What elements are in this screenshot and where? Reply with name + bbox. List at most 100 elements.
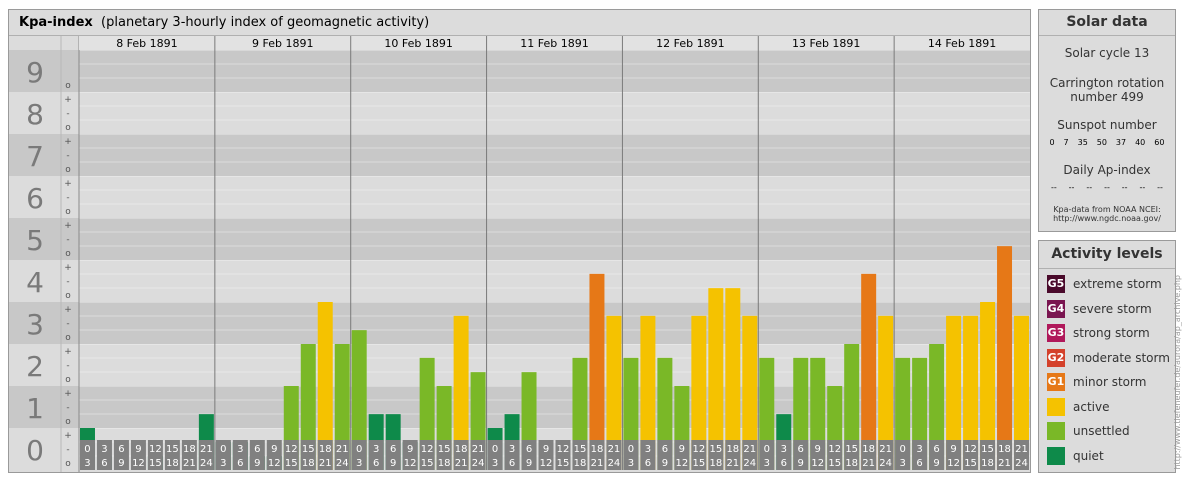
legend-label: moderate storm bbox=[1073, 350, 1170, 365]
interval-end-label: 24 bbox=[336, 458, 349, 469]
interval-end-label: 3 bbox=[899, 458, 905, 469]
minor-tick-label: + bbox=[64, 431, 72, 441]
interval-start-label: 3 bbox=[373, 444, 379, 455]
interval-start-label: 12 bbox=[557, 444, 570, 455]
carrington-rotation-line2: number 499 bbox=[1070, 90, 1144, 104]
legend-item: G1 minor storm bbox=[1047, 372, 1146, 392]
day-header-bg bbox=[622, 36, 759, 50]
y-level-label: 6 bbox=[26, 182, 44, 215]
interval-start-label: 0 bbox=[899, 444, 905, 455]
minor-tick-label: + bbox=[64, 179, 72, 189]
interval-label-box bbox=[708, 440, 724, 470]
minor-tick-label: + bbox=[64, 347, 72, 357]
sunspot-value: 40 bbox=[1135, 138, 1146, 147]
interval-label-box bbox=[300, 440, 316, 470]
interval-start-label: 12 bbox=[421, 444, 434, 455]
interval-end-label: 9 bbox=[662, 458, 668, 469]
interval-end-label: 21 bbox=[591, 458, 604, 469]
kp-bar bbox=[997, 246, 1013, 470]
y-level-label: 1 bbox=[26, 392, 44, 425]
legend-swatch bbox=[1047, 422, 1065, 440]
interval-label-box bbox=[980, 440, 996, 470]
minor-tick-label: o bbox=[65, 123, 71, 133]
interval-start-label: 15 bbox=[845, 444, 858, 455]
legend-label: minor storm bbox=[1073, 375, 1147, 389]
minor-tick-label: - bbox=[66, 361, 69, 371]
interval-start-label: 3 bbox=[509, 444, 515, 455]
interval-end-label: 15 bbox=[149, 458, 162, 469]
legend-swatch: G3 bbox=[1047, 324, 1065, 342]
day-header-label: 8 Feb 1891 bbox=[116, 37, 177, 50]
minor-tick-label: + bbox=[64, 389, 72, 399]
interval-label-box bbox=[504, 440, 520, 470]
interval-start-label: 9 bbox=[135, 444, 141, 455]
minor-tick-label: + bbox=[64, 95, 72, 105]
interval-label-box bbox=[436, 440, 452, 470]
interval-label-box bbox=[317, 440, 333, 470]
level-band-5 bbox=[9, 218, 1030, 260]
interval-end-label: 21 bbox=[183, 458, 196, 469]
kp-bar bbox=[708, 288, 724, 470]
y-level-label: 3 bbox=[26, 308, 44, 341]
interval-label-box bbox=[640, 440, 656, 470]
interval-end-label: 3 bbox=[492, 458, 498, 469]
y-level-label: 0 bbox=[26, 434, 44, 467]
legend-item: quiet bbox=[1047, 446, 1104, 466]
interval-label-box bbox=[606, 440, 622, 470]
interval-start-label: 15 bbox=[709, 444, 722, 455]
minor-tick-label: - bbox=[66, 193, 69, 203]
level-band-6 bbox=[9, 176, 1030, 218]
interval-label-box bbox=[266, 440, 282, 470]
interval-label-box bbox=[895, 440, 911, 470]
minor-tick-label: - bbox=[66, 277, 69, 287]
interval-end-label: 6 bbox=[237, 458, 243, 469]
ap-value: -- bbox=[1121, 183, 1128, 192]
interval-label-box bbox=[402, 440, 418, 470]
interval-label-box bbox=[80, 440, 95, 470]
interval-end-label: 6 bbox=[781, 458, 787, 469]
minor-tick-label: o bbox=[65, 207, 71, 217]
kp-bar bbox=[725, 288, 741, 470]
chart-header: Kpa-index (planetary 3-hourly index of g… bbox=[9, 10, 1030, 36]
interval-end-label: 21 bbox=[862, 458, 875, 469]
y-level-label: 2 bbox=[26, 350, 44, 383]
ap-values: -- -- -- -- -- -- -- bbox=[1039, 183, 1175, 192]
interval-end-label: 3 bbox=[220, 458, 226, 469]
interval-end-label: 6 bbox=[101, 458, 107, 469]
interval-end-label: 9 bbox=[390, 458, 396, 469]
interval-label-box bbox=[470, 440, 486, 470]
minor-tick-label: - bbox=[66, 109, 69, 119]
solar-cycle: Solar cycle 13 bbox=[1064, 46, 1150, 60]
interval-end-label: 12 bbox=[675, 458, 688, 469]
interval-end-label: 18 bbox=[438, 458, 451, 469]
interval-start-label: 6 bbox=[662, 444, 668, 455]
interval-end-label: 6 bbox=[645, 458, 651, 469]
solar-data-title: Solar data bbox=[1039, 10, 1175, 36]
interval-label-box bbox=[521, 440, 537, 470]
legend-label: severe storm bbox=[1073, 301, 1152, 316]
legend-swatch: G2 bbox=[1047, 348, 1065, 367]
interval-label-box bbox=[130, 440, 146, 470]
minor-tick-label: o bbox=[65, 165, 71, 175]
interval-start-label: 0 bbox=[220, 444, 226, 455]
interval-label-box bbox=[215, 440, 231, 470]
level-band-8 bbox=[9, 92, 1030, 134]
y-level-label: 5 bbox=[26, 224, 44, 257]
kp-bar bbox=[980, 302, 996, 470]
interval-label-box bbox=[368, 440, 384, 470]
interval-label-box bbox=[946, 440, 962, 470]
interval-start-label: 15 bbox=[981, 444, 994, 455]
interval-label-box bbox=[929, 440, 945, 470]
interval-label-box bbox=[674, 440, 690, 470]
interval-end-label: 21 bbox=[726, 458, 739, 469]
interval-start-label: 3 bbox=[101, 444, 107, 455]
interval-end-label: 12 bbox=[540, 458, 553, 469]
interval-label-box bbox=[657, 440, 673, 470]
legend-label: quiet bbox=[1073, 448, 1104, 463]
activity-levels-title: Activity levels bbox=[1039, 241, 1175, 269]
interval-label-box bbox=[385, 440, 401, 470]
level-band-3 bbox=[9, 302, 1030, 344]
minor-tick-label: o bbox=[65, 459, 71, 469]
kp-bar bbox=[929, 344, 945, 470]
chart-title-main: Kpa-index bbox=[19, 15, 93, 30]
